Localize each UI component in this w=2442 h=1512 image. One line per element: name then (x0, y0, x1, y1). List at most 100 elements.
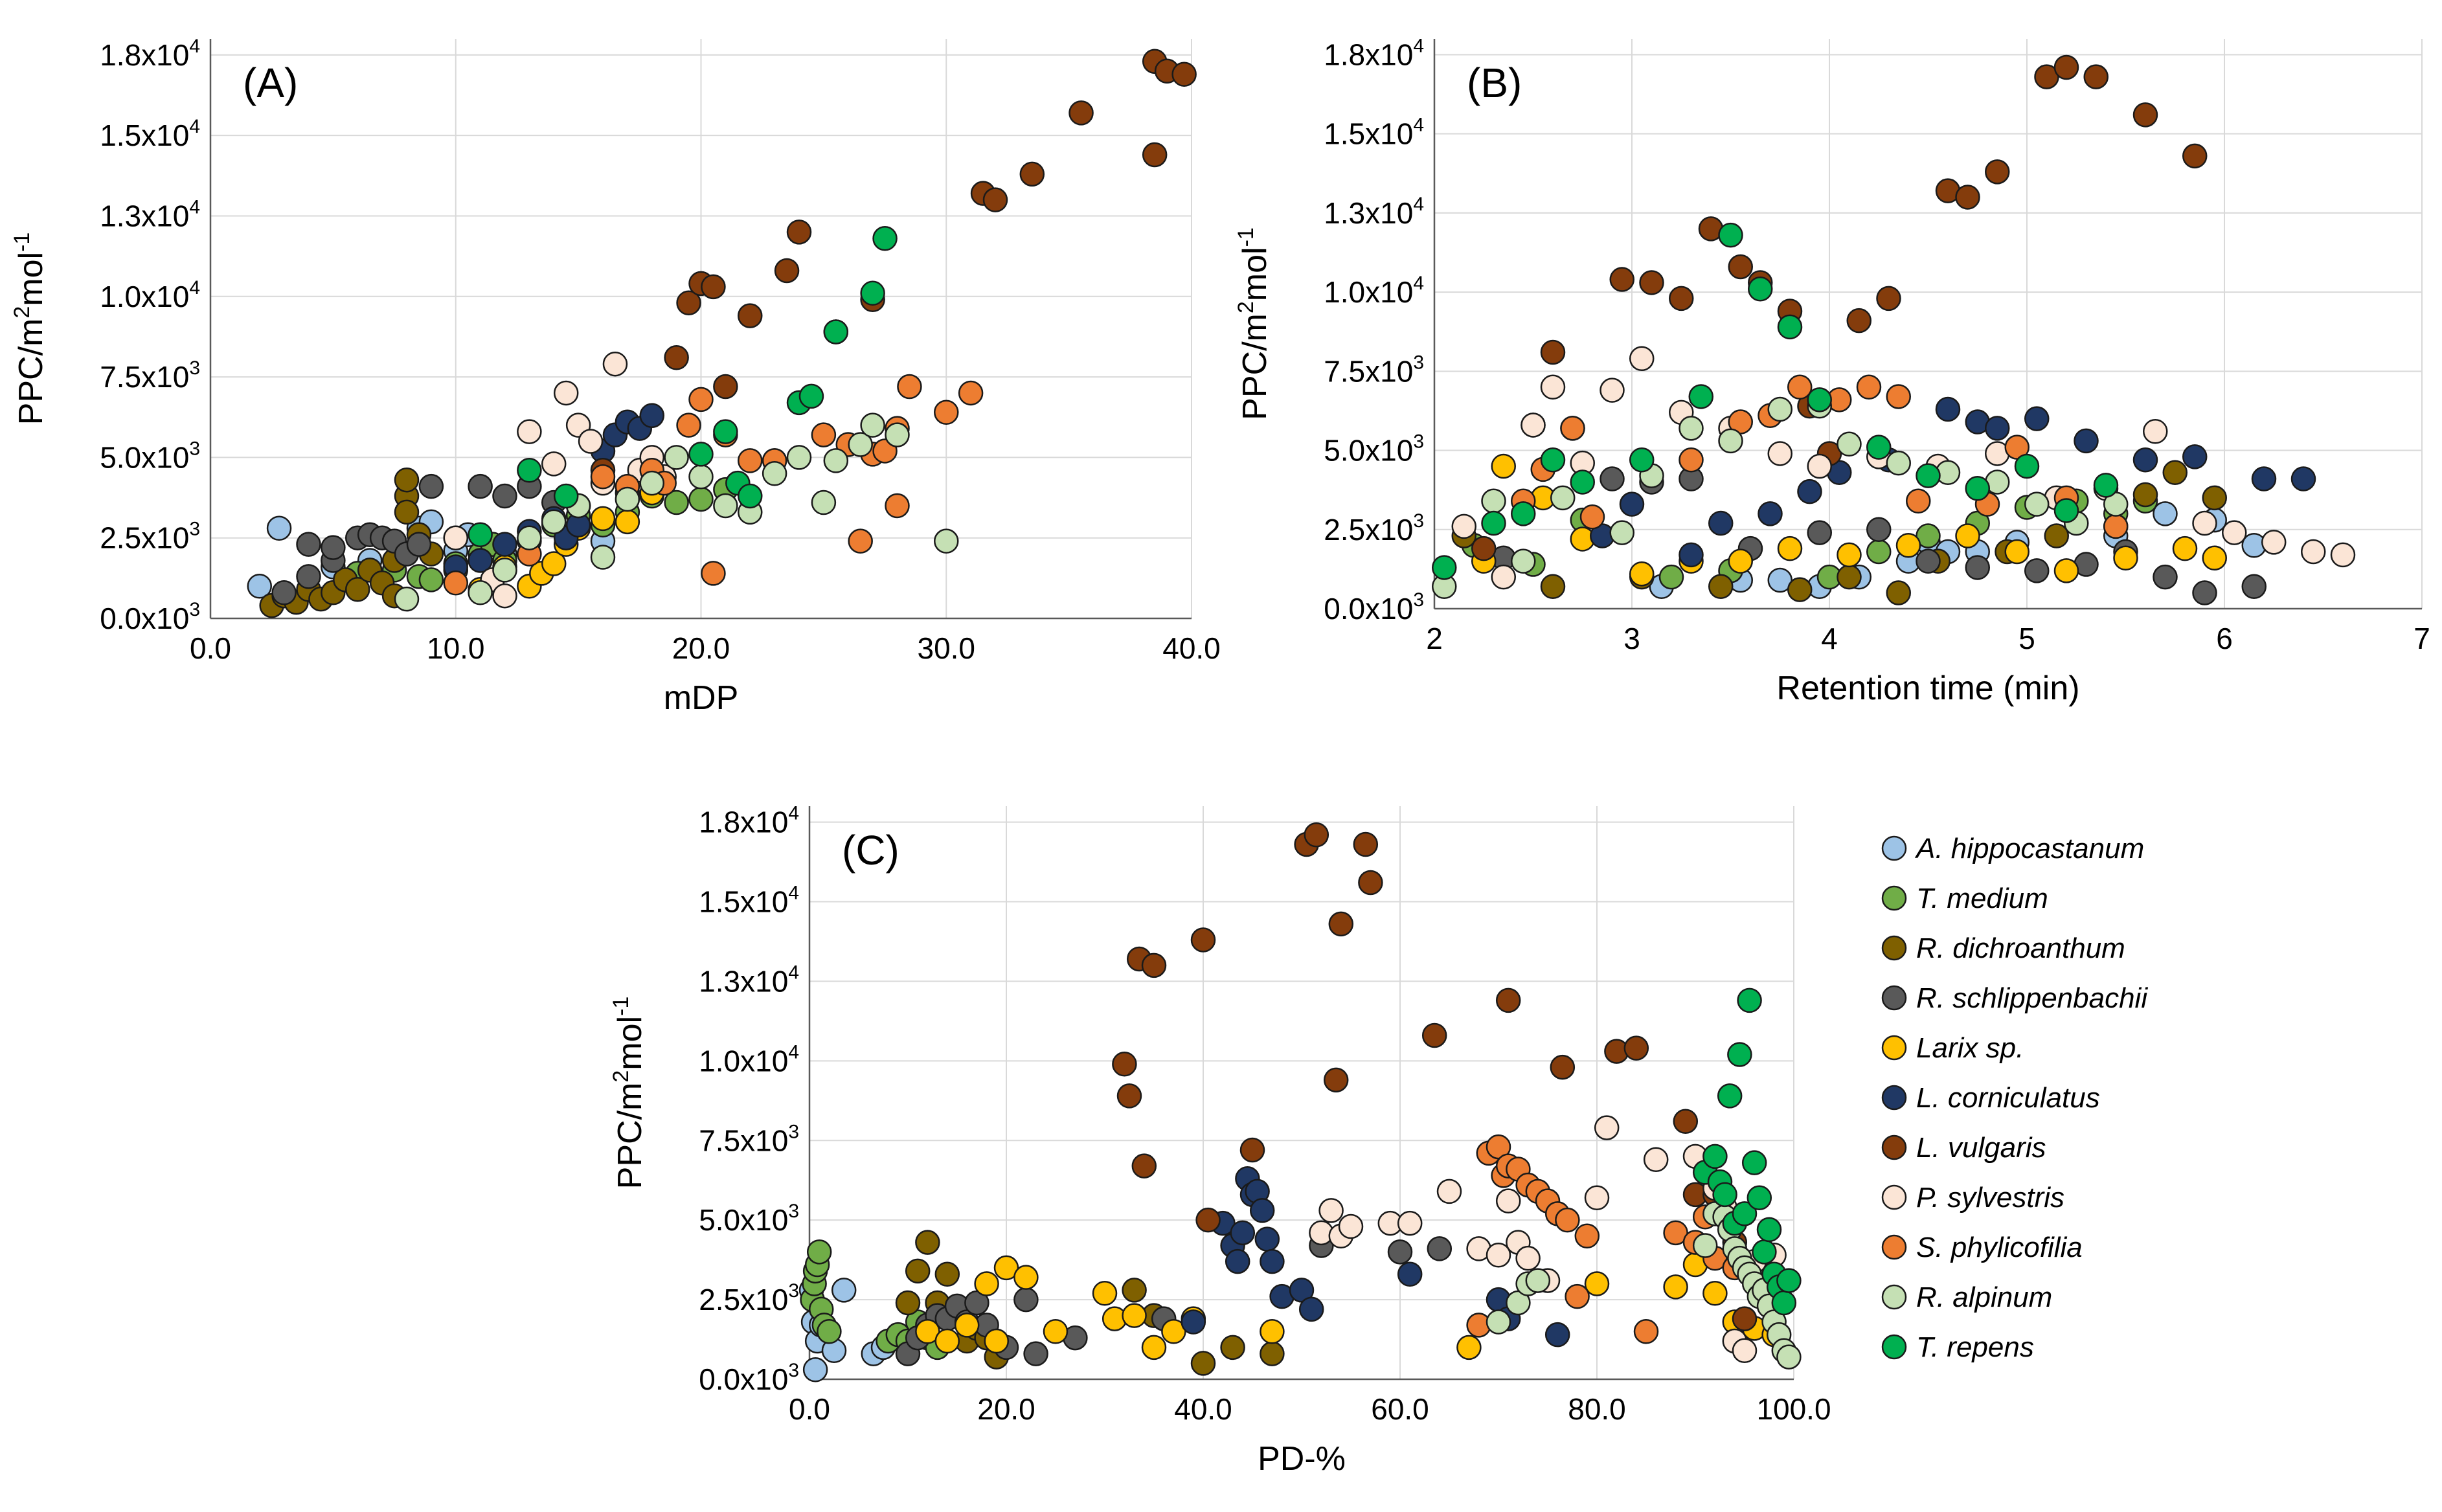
data-point (1756, 1217, 1782, 1243)
data-point (1776, 1268, 1802, 1293)
x-tick-label: 3 (1623, 622, 1640, 655)
legend-marker (1881, 1085, 1907, 1111)
data-point (1732, 1201, 1758, 1226)
legend-entry-l-corniculatus: L. corniculatus (1881, 1082, 2100, 1114)
data-point (1856, 374, 1882, 400)
data-point (1181, 1309, 1206, 1335)
data-point (590, 464, 616, 490)
data-point (1916, 523, 1941, 548)
y-tick-label: 5.0x103 (100, 438, 200, 474)
legend-marker (1881, 935, 1907, 961)
y-axis-title: PPC/m2mol-1 (1234, 227, 1274, 420)
data-point (541, 509, 567, 535)
data-point (1679, 416, 1704, 441)
y-axis-title: PPC/m2mol-1 (10, 232, 50, 425)
data-point (1068, 100, 1094, 126)
x-tick-label: 100.0 (1756, 1392, 1831, 1426)
data-point (2192, 510, 2217, 536)
data-point (1886, 384, 1911, 409)
data-point (1574, 1223, 1600, 1248)
series-larix-sp (915, 1252, 1787, 1360)
data-point (934, 528, 959, 554)
data-point (823, 448, 849, 473)
data-point (1092, 1281, 1118, 1306)
x-tick-label: 20.0 (672, 631, 730, 665)
legend-label: S. phylicofilia (1916, 1232, 2083, 1263)
data-point (1116, 1083, 1142, 1109)
data-point (1737, 987, 1762, 1013)
data-point (1846, 308, 1871, 333)
y-tick-label: 1.3x104 (100, 196, 200, 232)
data-point (1521, 412, 1546, 438)
data-point (1432, 555, 1457, 580)
data-point (1584, 1271, 1610, 1296)
data-point (811, 422, 837, 447)
y-tick-label: 1.0x104 (100, 277, 200, 313)
data-point (1511, 548, 1536, 574)
data-point (1935, 396, 1961, 422)
data-point (1495, 987, 1521, 1013)
data-point (1112, 1052, 1137, 1077)
data-point (2241, 574, 2267, 600)
data-point (1013, 1287, 1039, 1313)
data-point (1481, 510, 1506, 536)
data-point (1544, 1322, 1570, 1348)
x-tick-label: 40.0 (1174, 1392, 1232, 1426)
series-l-corniculatus (1590, 396, 2316, 568)
data-point (2192, 580, 2217, 605)
data-point (786, 220, 812, 245)
data-point (1141, 1335, 1167, 1360)
series-t-repens (1432, 222, 2119, 580)
data-point (517, 419, 542, 444)
data-point (1741, 1150, 1767, 1175)
data-point (1732, 1306, 1758, 1331)
y-tick-label: 1.0x104 (1324, 273, 1424, 309)
data-point (1728, 548, 1753, 574)
data-point (2132, 482, 2158, 508)
legend-label: P. sylvestris (1916, 1182, 2064, 1213)
data-point (895, 1290, 921, 1316)
data-point (1807, 387, 1832, 412)
data-point (1195, 1207, 1221, 1233)
series-t-repens (1692, 987, 1802, 1316)
data-point (1787, 577, 1813, 602)
legend-label: T. repens (1916, 1331, 2034, 1363)
data-point (266, 515, 292, 541)
data-point (1758, 501, 1783, 526)
data-point (1122, 1303, 1147, 1328)
legend-label: L. corniculatus (1916, 1082, 2100, 1114)
data-point (1609, 520, 1634, 545)
data-point (1471, 536, 1497, 561)
data-point (1643, 1147, 1669, 1172)
data-point (738, 483, 763, 509)
data-point (984, 1328, 1010, 1354)
y-tick-label: 1.3x104 (699, 962, 799, 998)
data-point (1540, 339, 1566, 365)
legend-label: T. medium (1916, 883, 2048, 914)
x-tick-label: 4 (1821, 622, 1838, 655)
data-point (1594, 1115, 1620, 1140)
data-point (1985, 416, 2010, 441)
legend-label: R. dichroanthum (1916, 932, 2125, 964)
data-point (1866, 517, 1892, 543)
data-point (915, 1230, 940, 1255)
y-tick-label: 0.0x103 (1324, 589, 1424, 626)
legend-entry-a-hippocastanum: A. hippocastanum (1881, 833, 2144, 864)
data-point (1639, 270, 1664, 295)
data-point (817, 1319, 842, 1344)
x-tick-label: 10.0 (427, 631, 485, 665)
data-point (1584, 1185, 1610, 1210)
data-point (1895, 532, 1921, 558)
data-point (713, 419, 738, 444)
data-point (1619, 491, 1645, 517)
y-tick-label: 7.5x103 (1324, 352, 1424, 388)
data-point (2222, 520, 2247, 545)
data-point (1451, 513, 1476, 539)
data-point (1718, 222, 1743, 248)
data-point (639, 403, 664, 428)
legend-marker (1881, 1234, 1907, 1260)
data-point (517, 525, 542, 550)
data-point (2034, 64, 2059, 89)
data-point (1658, 564, 1684, 590)
data-point (2330, 542, 2356, 568)
